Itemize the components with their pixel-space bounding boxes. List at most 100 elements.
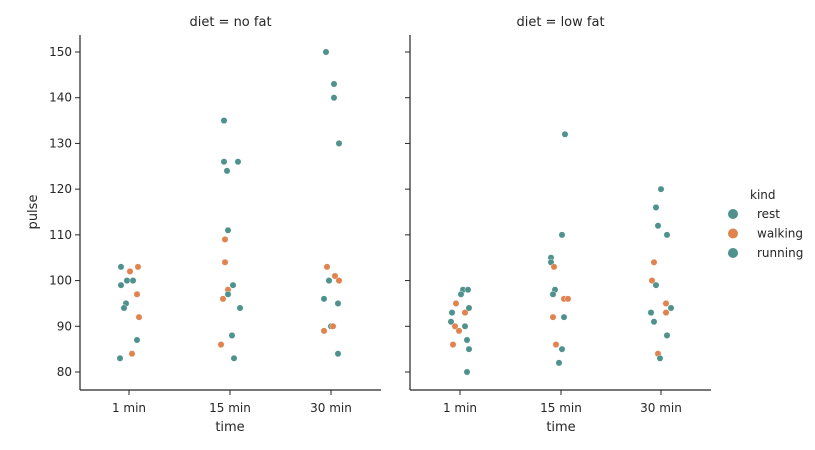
legend-label-running: running xyxy=(757,246,803,260)
data-point-running xyxy=(558,231,566,239)
data-point-walking xyxy=(549,313,557,321)
data-point-rest xyxy=(334,300,342,307)
data-point-running xyxy=(663,231,671,239)
data-point-running xyxy=(561,130,569,138)
y-axis-label: pulse xyxy=(26,195,41,230)
data-point-rest xyxy=(117,281,125,289)
data-point-rest xyxy=(558,345,566,353)
data-point-walking xyxy=(550,263,558,271)
data-point-running xyxy=(220,117,228,124)
data-point-rest xyxy=(230,354,238,362)
data-point-running xyxy=(234,158,242,166)
legend-marker-rest xyxy=(728,209,738,219)
data-point-running xyxy=(322,48,330,56)
x-tick-label: 15 min xyxy=(540,401,582,415)
data-point-walking xyxy=(133,290,141,298)
x-tick-label: 1 min xyxy=(112,401,146,415)
x-tick-label: 1 min xyxy=(443,401,477,415)
data-point-walking xyxy=(323,263,331,271)
data-point-rest xyxy=(236,304,244,312)
data-point-walking xyxy=(329,322,337,330)
data-point-walking xyxy=(452,300,460,307)
data-point-rest xyxy=(647,309,655,316)
legend-label-rest: rest xyxy=(757,207,780,221)
x-tick-label: 30 min xyxy=(310,401,352,415)
data-point-rest xyxy=(117,263,125,271)
data-point-rest xyxy=(228,332,236,339)
data-point-rest xyxy=(652,281,660,289)
data-point-rest xyxy=(549,290,557,298)
data-point-running xyxy=(463,368,471,376)
x-axis-label: time xyxy=(215,420,244,435)
data-point-running xyxy=(330,94,338,102)
data-point-running xyxy=(663,332,671,339)
data-point-walking xyxy=(134,263,142,271)
data-point-running xyxy=(465,345,473,353)
y-tick-label: 90 xyxy=(57,319,72,333)
data-point-rest xyxy=(457,290,465,298)
panel-title: diet = low fat xyxy=(516,15,604,30)
y-tick-label: 80 xyxy=(57,365,72,379)
data-point-rest xyxy=(560,313,568,321)
data-point-walking xyxy=(217,341,225,348)
data-point-walking xyxy=(564,295,572,303)
x-tick-label: 30 min xyxy=(640,401,682,415)
data-point-rest xyxy=(447,318,455,326)
legend-marker-running xyxy=(728,248,738,258)
data-point-rest xyxy=(129,277,137,284)
data-point-rest xyxy=(224,290,232,298)
data-point-running xyxy=(330,80,338,88)
legend-label-walking: walking xyxy=(757,227,803,241)
legend-title: kind xyxy=(750,188,776,202)
data-point-running xyxy=(120,304,128,312)
data-point-walking xyxy=(662,300,670,307)
data-point-walking xyxy=(455,327,463,335)
data-point-rest xyxy=(320,295,328,303)
data-point-rest xyxy=(229,281,237,289)
data-point-rest xyxy=(667,304,675,312)
data-point-running xyxy=(223,167,231,175)
data-point-walking xyxy=(331,272,339,280)
data-point-running xyxy=(654,222,662,230)
x-axis-label: time xyxy=(546,420,575,435)
data-point-walking xyxy=(648,277,656,284)
data-point-walking xyxy=(219,295,227,303)
data-point-walking xyxy=(320,327,328,335)
data-point-running xyxy=(335,140,343,147)
data-point-rest xyxy=(464,286,472,294)
data-point-walking xyxy=(135,313,143,321)
data-point-rest xyxy=(650,318,658,326)
data-point-running xyxy=(652,204,660,211)
y-tick-label: 130 xyxy=(49,136,72,150)
data-point-walking xyxy=(461,309,469,316)
data-point-walking xyxy=(449,341,457,348)
y-tick-label: 150 xyxy=(49,45,72,59)
y-tick-label: 120 xyxy=(49,182,72,196)
y-tick-label: 100 xyxy=(49,274,72,288)
y-tick-label: 140 xyxy=(49,91,72,105)
x-tick-label: 15 min xyxy=(209,401,251,415)
data-point-rest xyxy=(448,309,456,316)
data-point-running xyxy=(463,336,471,344)
data-point-walking xyxy=(650,258,658,266)
panel-title: diet = no fat xyxy=(189,15,271,30)
data-point-rest xyxy=(656,354,664,362)
data-point-walking xyxy=(662,309,670,316)
data-point-rest xyxy=(325,277,333,284)
data-point-rest xyxy=(555,359,563,367)
data-point-running xyxy=(224,226,232,234)
data-point-running xyxy=(465,304,473,312)
data-point-running xyxy=(334,350,342,358)
data-point-running xyxy=(461,322,469,330)
data-point-walking xyxy=(552,341,560,348)
data-point-walking xyxy=(126,268,134,275)
data-point-walking xyxy=(335,277,343,284)
data-point-running xyxy=(133,336,141,344)
data-point-walking xyxy=(221,236,229,243)
legend-marker-walking xyxy=(728,228,738,239)
data-point-walking xyxy=(451,322,459,330)
data-point-running xyxy=(657,185,665,193)
data-point-walking xyxy=(128,350,136,358)
data-point-running xyxy=(220,158,228,166)
